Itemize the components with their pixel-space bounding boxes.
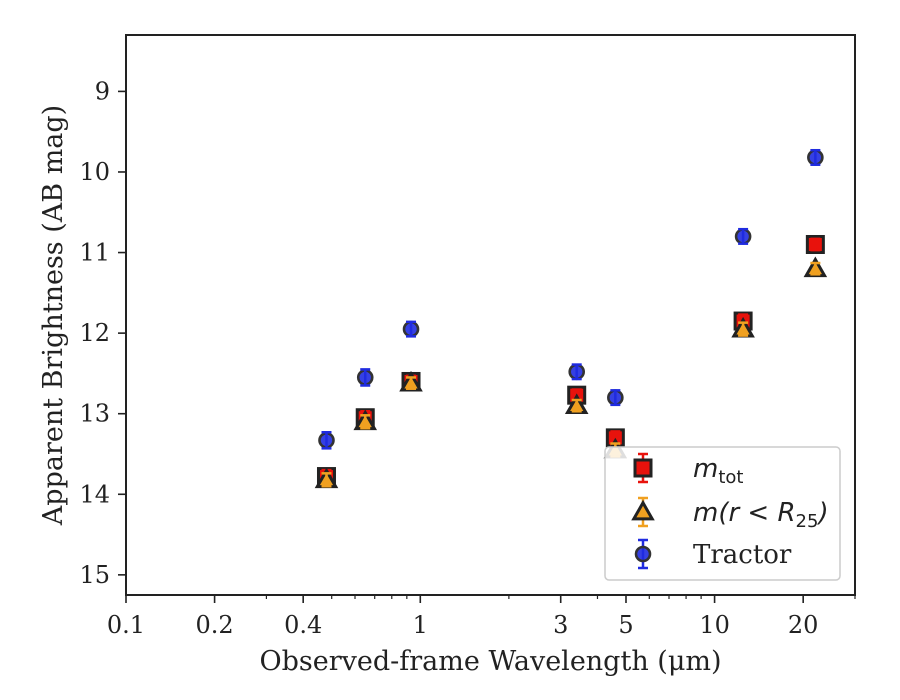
legend-circle-marker bbox=[634, 545, 652, 563]
error-bar bbox=[810, 148, 821, 166]
error-bar bbox=[810, 261, 821, 276]
error-bar bbox=[360, 414, 371, 430]
data-point-triangle bbox=[314, 467, 339, 489]
error-bar bbox=[406, 376, 417, 390]
y-tick-label: 9 bbox=[95, 77, 110, 105]
legend: mtot m(r < R25) Tractor bbox=[604, 446, 841, 581]
x-tick-label: 0.1 bbox=[107, 611, 145, 639]
error-bar bbox=[321, 430, 332, 450]
data-point-circle bbox=[568, 363, 586, 381]
data-points bbox=[314, 148, 828, 489]
data-point-square bbox=[805, 234, 825, 254]
x-tick-label: 5 bbox=[618, 611, 633, 639]
data-point-circle bbox=[356, 368, 374, 387]
legend-entry: mtot bbox=[633, 452, 743, 488]
y-tick-label: 13 bbox=[79, 400, 110, 428]
x-tick-label: 20 bbox=[788, 611, 819, 639]
data-point-circle bbox=[807, 148, 824, 166]
x-axis-label: Observed-frame Wavelength (μm) bbox=[259, 646, 721, 677]
legend-box bbox=[604, 446, 841, 581]
error-bar bbox=[738, 321, 749, 337]
y-tick-label: 15 bbox=[79, 561, 110, 589]
y-tick-label: 14 bbox=[79, 480, 110, 508]
plot-area-frame bbox=[125, 34, 856, 596]
legend-label: mtot bbox=[693, 454, 743, 488]
error-bar bbox=[610, 389, 621, 407]
y-axis-label: Apparent Brightness (AB mag) bbox=[38, 105, 69, 526]
x-tick-label: 1 bbox=[413, 611, 428, 639]
data-point-circle bbox=[402, 320, 420, 338]
x-tick-label: 3 bbox=[553, 611, 568, 639]
data-point-circle bbox=[734, 227, 752, 245]
x-tick-label: 0.4 bbox=[284, 611, 322, 639]
error-bar bbox=[571, 363, 582, 381]
legend-triangle-marker bbox=[631, 499, 655, 521]
error-bar bbox=[406, 320, 417, 338]
data-point-circle bbox=[318, 430, 335, 450]
x-tick-label: 0.2 bbox=[196, 611, 234, 639]
data-point-circle bbox=[607, 389, 624, 407]
error-bar bbox=[810, 237, 821, 252]
legend-label: m(r < R25) bbox=[693, 498, 829, 532]
error-bar bbox=[571, 398, 582, 413]
data-point-triangle bbox=[399, 370, 423, 392]
legend-entry: m(r < R25) bbox=[631, 496, 829, 532]
error-bar bbox=[360, 368, 371, 387]
data-point-triangle bbox=[731, 316, 755, 338]
y-tick-label: 12 bbox=[79, 319, 110, 347]
data-point-triangle bbox=[564, 393, 589, 415]
legend-entry: Tractor bbox=[634, 538, 792, 570]
data-point-triangle bbox=[803, 256, 828, 278]
error-bar bbox=[321, 472, 332, 488]
legend-label: Tractor bbox=[693, 540, 792, 570]
error-bar bbox=[738, 227, 749, 245]
data-point-triangle bbox=[353, 409, 378, 431]
y-tick-label: 10 bbox=[79, 158, 110, 186]
x-tick-label: 10 bbox=[699, 611, 730, 639]
y-tick-label: 11 bbox=[79, 239, 110, 267]
legend-square-marker bbox=[633, 458, 653, 478]
